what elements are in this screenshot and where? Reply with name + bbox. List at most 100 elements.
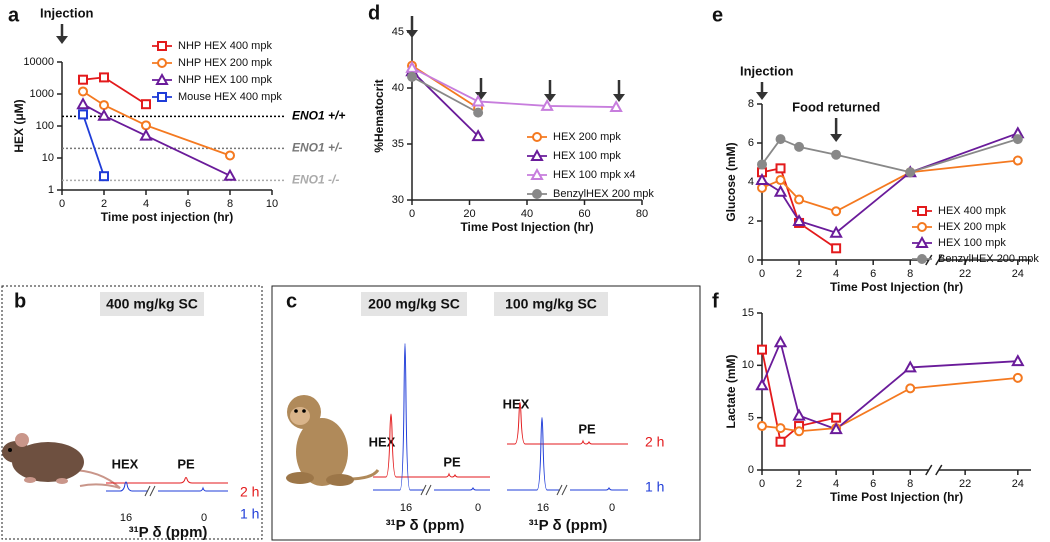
time-label: 1 h [240,506,259,522]
time-label: 2 h [240,484,259,500]
marker [831,149,842,160]
marker [99,72,109,83]
marker [609,99,623,113]
peak-label: HEX [503,396,530,411]
y-tick-label: 6 [748,137,754,149]
marker [773,335,788,348]
x-tick-label: 22 [959,268,971,280]
y-tick-label: 0 [748,254,754,266]
legend-marker [530,167,544,180]
y-tick-label: 35 [392,138,404,150]
x-tick-label: 10 [266,198,278,210]
peak-label: PE [578,421,596,436]
marker [99,171,109,182]
marker [1012,155,1023,166]
dose-label: 200 mg/kg SC [368,296,460,312]
legend-label: BenzylHEX 200 mpk [938,253,1039,265]
ppm-tick: 16 [120,512,132,524]
marker [471,94,485,107]
marker [141,120,151,131]
y-axis-title: HEX (μM) [12,99,26,152]
spectrum-2h [106,477,228,484]
y-tick-label: 10000 [23,56,54,68]
x-axis-title: Time Post Injection (hr) [830,490,963,504]
marker [792,408,806,421]
axis-title: ³¹P δ (ppm) [129,524,208,541]
marker [755,378,769,391]
spectrum-2h [507,402,628,445]
spectrum-1h [373,343,490,491]
reference-label: ENO1 +/- [292,141,342,155]
panel-label: e [712,4,723,26]
marker [905,167,916,178]
y-tick-label: 4 [748,176,754,188]
panel-label: a [8,4,20,26]
peak-label: HEX [369,434,396,449]
marker [792,213,806,226]
x-tick-label: 8 [907,268,913,280]
x-tick-label: 80 [636,208,648,220]
ppm-tick: 16 [537,502,549,514]
legend-marker [917,222,927,232]
y-tick-label: 5 [748,412,754,424]
x-tick-label: 22 [959,478,971,490]
series-line [411,67,617,108]
x-tick-label: 20 [463,208,475,220]
series-line [82,103,231,177]
peak-label: PE [177,456,195,471]
y-tick-label: 10 [42,152,54,164]
x-tick-label: 40 [521,208,533,220]
y-axis-title: Glucose (mM) [724,142,738,221]
legend-label: HEX 100 mpk [553,150,621,162]
marker [775,134,786,145]
dose-box [494,292,608,316]
legend-marker [532,189,542,199]
dose-box [100,292,204,316]
marker [775,163,786,174]
ppm-tick: 16 [400,502,412,514]
series-line [411,76,479,114]
marker [831,243,842,254]
legend-marker [917,254,927,264]
legend-label: HEX 200 mpk [938,221,1006,233]
marker [775,175,786,186]
marker [903,360,917,373]
legend-label: HEX 200 mpk [553,131,621,143]
x-tick-label: 0 [409,208,415,220]
ppm-tick: 0 [475,502,481,514]
peak-label: HEX [112,456,139,471]
panel-label: d [368,2,380,24]
marker [831,206,842,217]
y-tick-label: 8 [748,98,754,110]
marker [78,86,88,97]
dose-label: 100 mg/kg SC [505,296,597,312]
legend-marker [917,206,927,216]
marker [757,159,767,170]
x-axis-title: Time Post Injection (hr) [830,280,963,294]
x-tick-label: 24 [1012,478,1024,490]
peak-label: PE [443,454,461,469]
panel-frame [1,285,263,540]
marker [141,99,151,110]
y-tick-label: 15 [742,307,754,319]
legend-label: NHP HEX 100 mpk [178,74,272,86]
x-tick-label: 6 [870,268,876,280]
marker [139,128,153,141]
axis-break [925,464,943,476]
marker [905,383,916,394]
panel-label: b [14,290,26,312]
annotation-arrow-head [475,92,487,100]
marker [1012,372,1023,383]
annotation-arrow-head [756,92,768,100]
marker [794,194,805,205]
y-tick-label: 100 [36,120,54,132]
x-tick-label: 2 [796,268,802,280]
marker [97,108,111,121]
x-tick-label: 6 [185,198,191,210]
x-tick-label: 8 [227,198,233,210]
x-tick-label: 0 [59,198,65,210]
marker [773,184,788,197]
marker [775,423,786,434]
legend-label: BenzylHEX 200 mpk [553,188,654,200]
annotation: Food returned [792,99,880,114]
